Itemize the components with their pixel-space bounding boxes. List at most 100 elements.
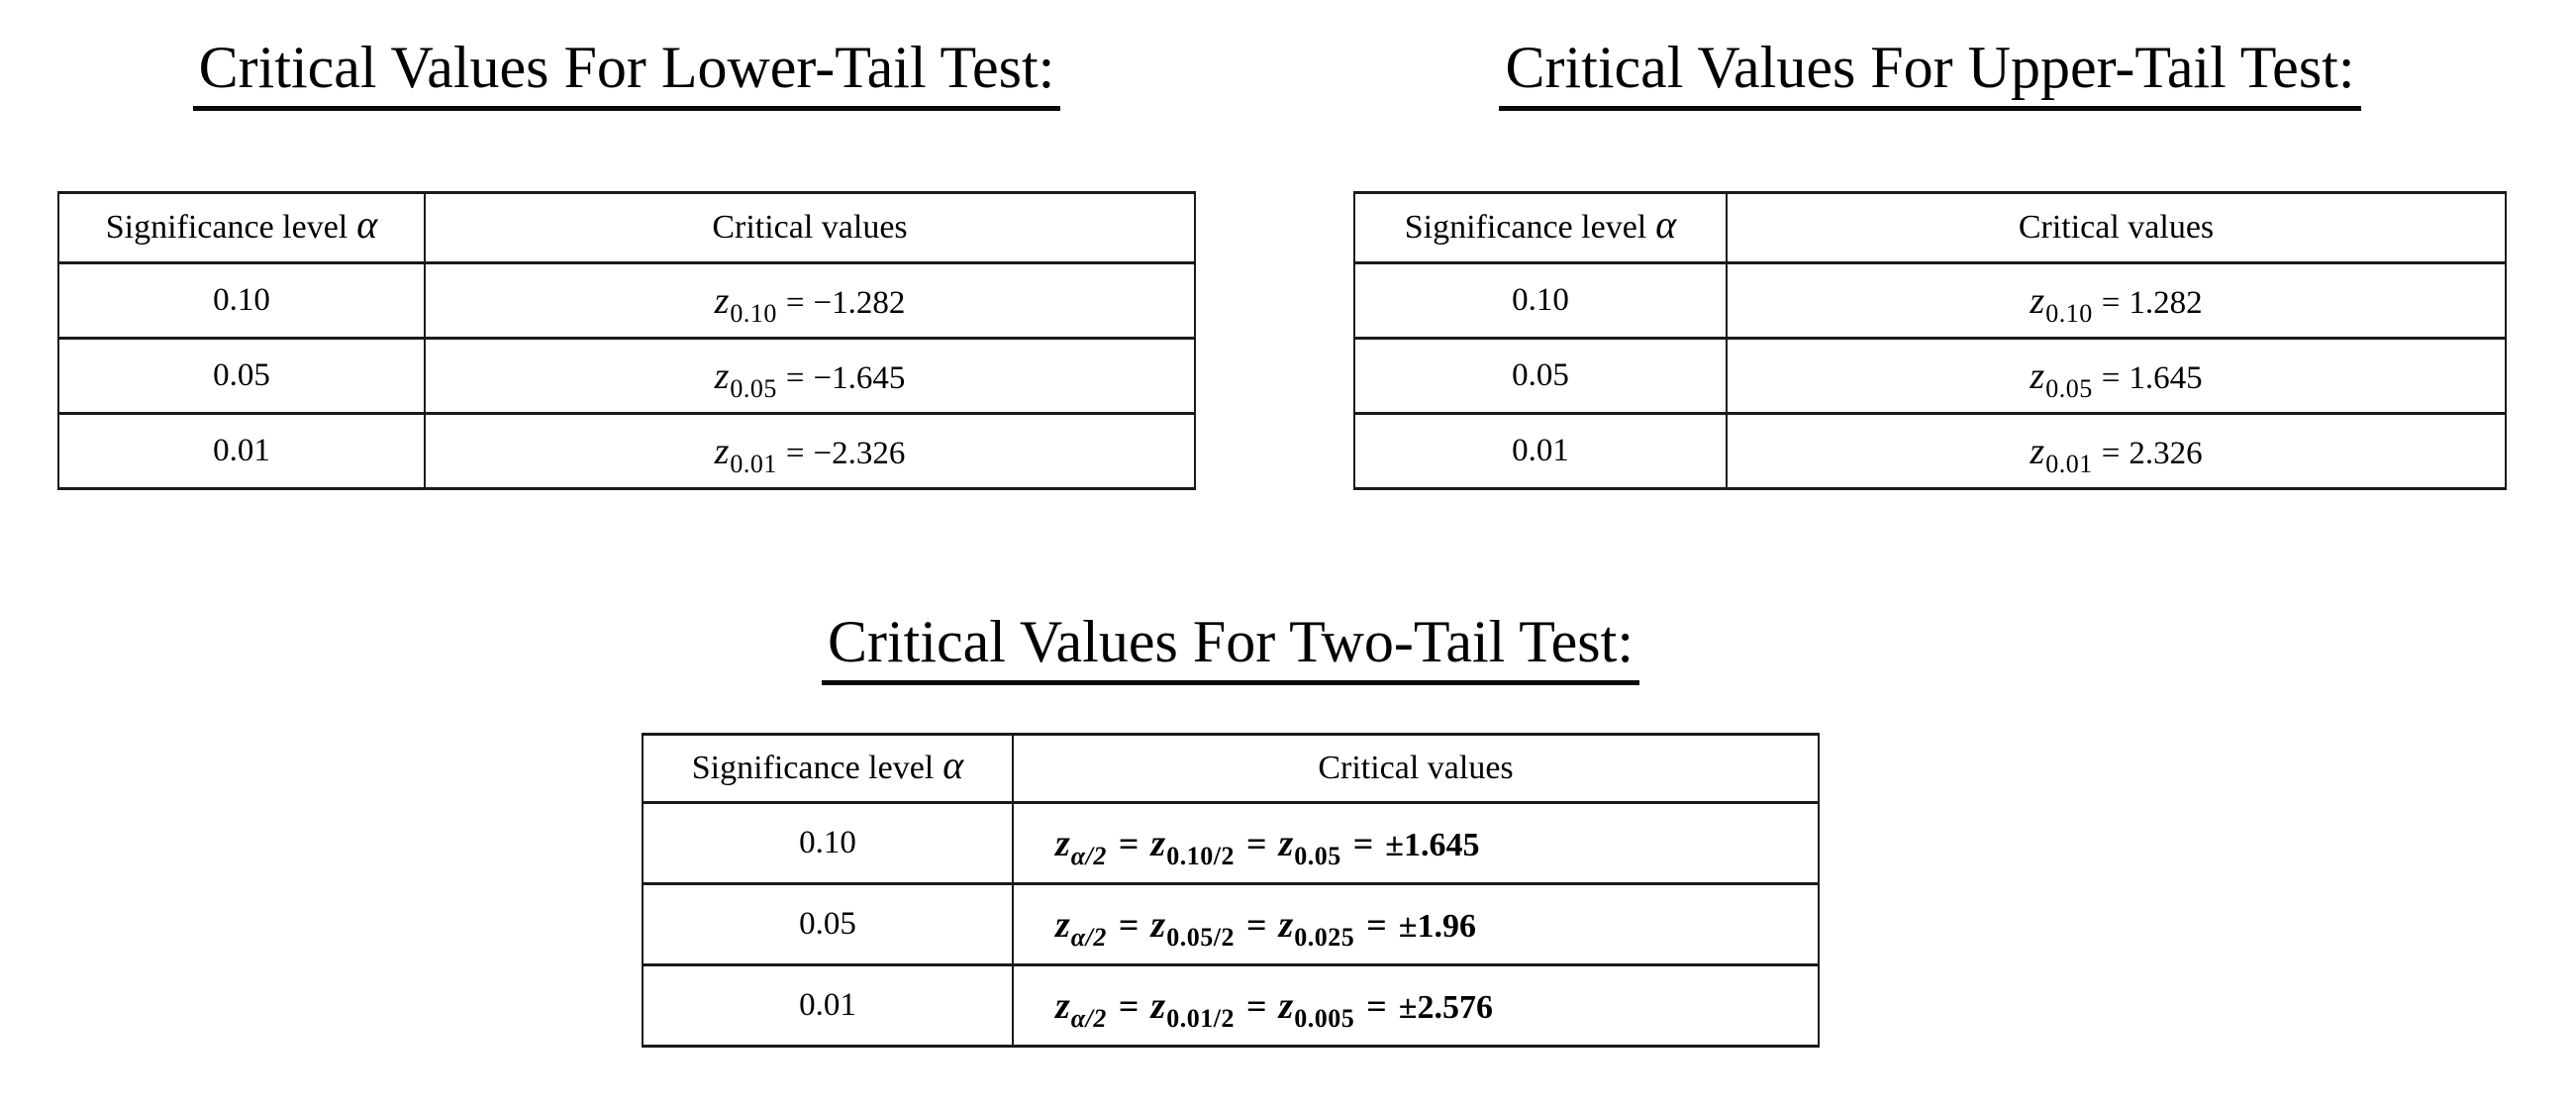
critical-value-cell: zα/2 = z0.01/2 = z0.005 = ±2.576 [1012,963,1820,1048]
equals-sign: = [1245,904,1267,945]
upper-tail-title-text: Critical Values For Upper-Tail Test: [1499,38,2361,111]
subscript: 0.025 [1294,922,1355,952]
critical-value: −1.282 [813,284,906,321]
equals-sign: = [2101,284,2121,321]
critical-values-header: Critical values [1012,733,1820,804]
equals-sign: = [785,435,805,471]
critical-value: 2.326 [2129,435,2203,471]
z-variable: z [1150,984,1166,1027]
alpha-symbol: α [356,202,378,247]
z-variable: z [2030,430,2045,472]
significance-level-header: Significance level α [1353,191,1728,264]
z-variable: z [1055,903,1070,946]
formula: zα/2 = z0.05/2 = z0.025 = ±1.96 [1055,906,1476,951]
formula: z0.05 = −1.645 [715,357,906,402]
critical-value-cell: zα/2 = z0.05/2 = z0.025 = ±1.96 [1012,882,1820,966]
equals-sign: = [2101,435,2121,471]
upper-tail-title: Critical Values For Upper-Tail Test: [1353,38,2507,111]
equals-sign: = [1118,904,1139,945]
critical-value-cell: z0.10 = −1.282 [424,261,1196,340]
equals-sign: = [2101,359,2121,396]
two-tail-table: Significance level α Critical values 0.10… [642,733,1820,1048]
table-row: 0.10 z0.10 = −1.282 [57,261,1196,340]
critical-value-cell: z0.01 = 2.326 [1726,412,2507,490]
formula: z0.05 = 1.645 [2030,357,2202,402]
alpha-symbol: α [1655,202,1677,247]
subscript: 0.01/2 [1166,1003,1235,1033]
critical-value-cell: z0.05 = −1.645 [424,337,1196,415]
critical-value-cell: z0.05 = 1.645 [1726,337,2507,415]
table-row: 0.10 zα/2 = z0.10/2 = z0.05 = ±1.645 [642,801,1820,885]
alpha-cell: 0.10 [1353,261,1728,340]
subscript: 0.05 [2045,373,2093,403]
z-variable: z [1150,903,1166,946]
lower-tail-table: Significance level α Critical values 0.10… [57,191,1196,490]
formula: zα/2 = z0.10/2 = z0.05 = ±1.645 [1055,825,1479,869]
equals-sign: = [1118,823,1139,863]
subscript: 0.05/2 [1166,922,1235,952]
z-variable: z [714,430,730,472]
significance-level-header: Significance level α [57,191,426,264]
z-variable: z [1278,984,1294,1027]
table-header-row: Significance level α Critical values [642,733,1820,804]
z-variable: z [714,279,730,322]
critical-values-header: Critical values [1726,191,2507,264]
significance-level-label: Significance level [105,209,348,246]
subscript: 0.01 [2045,449,2093,478]
table-header-row: Significance level α Critical values [57,191,1196,264]
alpha-symbol: α [942,743,964,787]
subscript: 0.005 [1294,1003,1355,1033]
critical-value-cell: zα/2 = z0.10/2 = z0.05 = ±1.645 [1012,801,1820,885]
upper-tail-table: Significance level α Critical values 0.10… [1353,191,2507,490]
subscript: 0.05 [1294,841,1341,870]
equals-sign: = [1352,823,1374,863]
formula: z0.10 = −1.282 [715,282,906,327]
lower-tail-title-text: Critical Values For Lower-Tail Test: [192,38,1061,111]
z-variable: z [1055,822,1070,864]
critical-value: 1.645 [2129,359,2203,396]
table-row: 0.05 z0.05 = −1.645 [57,337,1196,415]
significance-level-label: Significance level [1404,209,1647,246]
z-variable: z [2030,354,2045,397]
critical-value: ±1.96 [1398,907,1476,945]
z-variable: z [2030,279,2045,322]
alpha-cell: 0.10 [57,261,426,340]
critical-value: −2.326 [813,435,906,471]
table-header-row: Significance level α Critical values [1353,191,2507,264]
critical-values-header: Critical values [424,191,1196,264]
alpha-cell: 0.05 [1353,337,1728,415]
equals-sign: = [1366,985,1387,1026]
formula: z0.01 = 2.326 [2030,433,2202,477]
table-row: 0.05 z0.05 = 1.645 [1353,337,2507,415]
formula: zα/2 = z0.01/2 = z0.005 = ±2.576 [1055,987,1493,1032]
equals-sign: = [785,359,805,396]
equals-sign: = [1366,904,1387,945]
alpha-cell: 0.05 [57,337,426,415]
subscript: 0.10 [730,298,777,328]
critical-value-cell: z0.10 = 1.282 [1726,261,2507,340]
alpha-cell: 0.10 [642,801,1014,885]
equals-sign: = [785,284,805,321]
equals-sign: = [1118,985,1139,1026]
alpha-cell: 0.01 [1353,412,1728,490]
two-tail-title: Critical Values For Two-Tail Test: [642,612,1820,685]
z-variable: z [714,354,730,397]
critical-value-cell: z0.01 = −2.326 [424,412,1196,490]
critical-value: ±2.576 [1398,988,1493,1026]
alpha-cell: 0.01 [57,412,426,490]
subscript: α/2 [1070,841,1107,870]
significance-level-header: Significance level α [642,733,1014,804]
subscript: α/2 [1070,1003,1107,1033]
table-row: 0.01 z0.01 = −2.326 [57,412,1196,490]
lower-tail-title: Critical Values For Lower-Tail Test: [57,38,1196,111]
table-row: 0.01 z0.01 = 2.326 [1353,412,2507,490]
z-variable: z [1278,903,1294,946]
subscript: 0.01 [730,449,777,478]
critical-value: −1.645 [813,359,906,396]
subscript: 0.10/2 [1166,841,1235,870]
equals-sign: = [1245,823,1267,863]
table-row: 0.10 z0.10 = 1.282 [1353,261,2507,340]
subscript: 0.10 [2045,298,2093,328]
z-variable: z [1055,984,1070,1027]
